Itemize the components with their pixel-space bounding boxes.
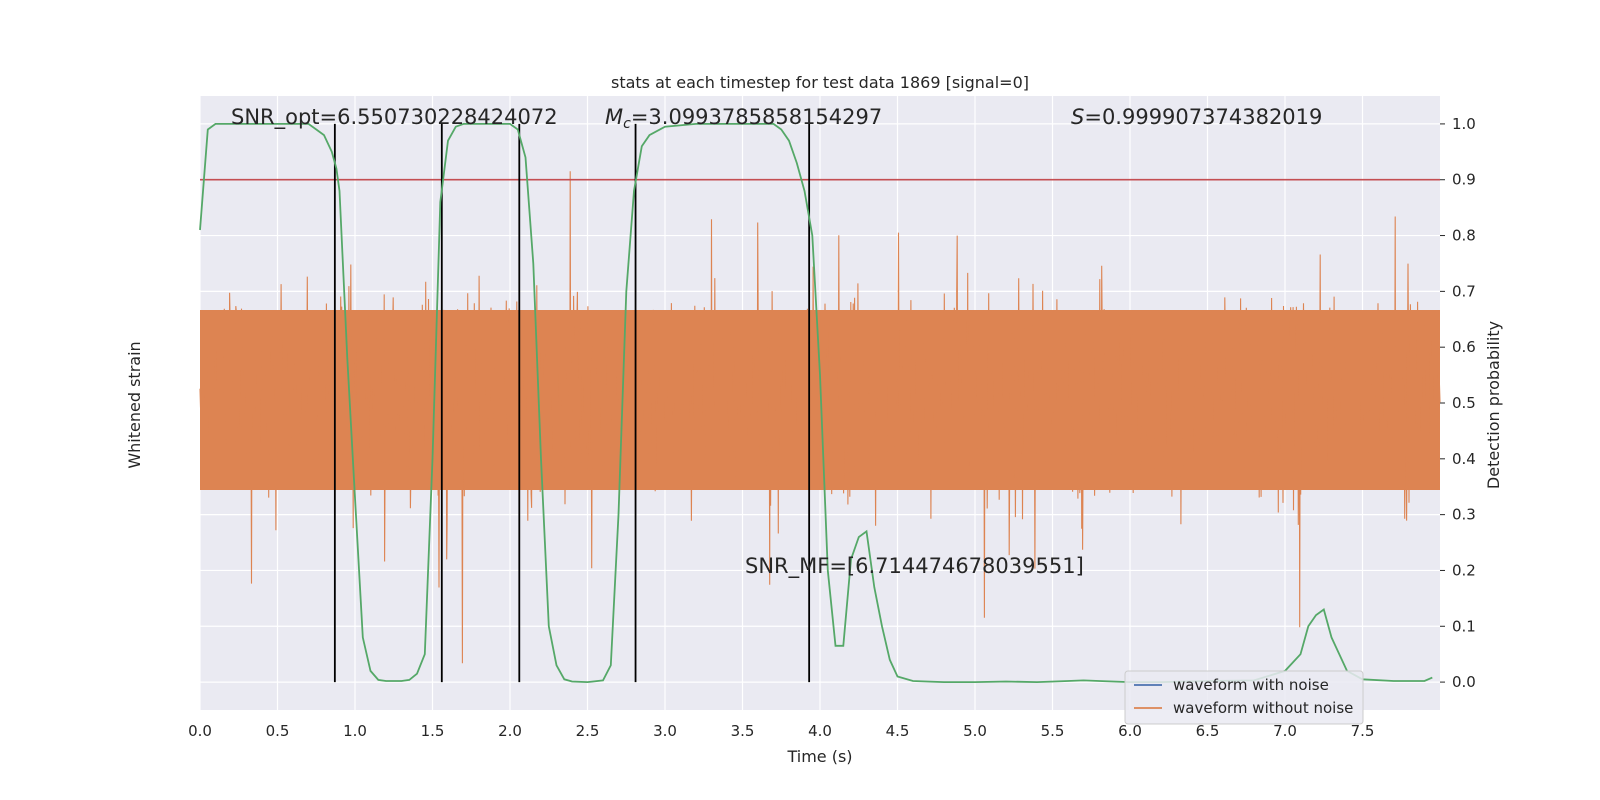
legend: waveform with noise waveform without noi… xyxy=(1124,670,1364,725)
y-right-tick-label: 1.0 xyxy=(1452,115,1476,133)
x-tick-label: 6.5 xyxy=(1196,722,1220,740)
legend-box xyxy=(1124,670,1364,725)
y-right-tick-label: 0.8 xyxy=(1452,227,1476,245)
x-tick-label: 0.5 xyxy=(266,722,290,740)
s-value: =0.999907374382019 xyxy=(1084,105,1322,129)
legend-label-clean: waveform without noise xyxy=(1173,699,1353,717)
detection-probability-line xyxy=(199,123,1433,684)
y-right-tick-label: 0.1 xyxy=(1452,617,1476,635)
x-tick-label: 5.5 xyxy=(1041,722,1065,740)
x-tick-label: 4.5 xyxy=(886,722,910,740)
y-axis-label-right: Detection probability xyxy=(1484,321,1503,489)
x-tick-label: 1.0 xyxy=(343,722,367,740)
y-right-tick-label: 0.4 xyxy=(1452,450,1476,468)
x-tick-label: 7.0 xyxy=(1273,722,1297,740)
x-tick-label: 6.0 xyxy=(1118,722,1142,740)
y-right-tick-labels: 0.0 0.1 0.2 0.3 0.4 0.5 0.6 0.7 0.8 0.9 1.0 xyxy=(1440,115,1476,691)
legend-label-noise: waveform with noise xyxy=(1173,676,1329,694)
y-right-tick-label: 0.5 xyxy=(1452,394,1476,412)
y-right-tick-label: 0.7 xyxy=(1452,282,1476,300)
y-right-tick-label: 0.3 xyxy=(1452,506,1476,524)
y-axis-label-left: Whitened strain xyxy=(125,341,144,468)
x-tick-label: 4.0 xyxy=(808,722,832,740)
y-right-tick-label: 0.0 xyxy=(1452,673,1476,691)
y-right-tick-label: 0.2 xyxy=(1452,561,1476,579)
snr-opt-annotation: SNR_opt=6.550730228424072 xyxy=(231,105,558,130)
x-axis-label: Time (s) xyxy=(786,747,852,766)
x-tick-label: 3.0 xyxy=(653,722,677,740)
chart-title: stats at each timestep for test data 186… xyxy=(611,73,1029,92)
x-tick-label: 5.0 xyxy=(963,722,987,740)
snr-mf-annotation: SNR_MF=[6.714474678039551] xyxy=(745,554,1084,579)
s-symbol: S xyxy=(1071,105,1084,129)
x-tick-label: 0.0 xyxy=(188,722,212,740)
mc-value: =3.0993785858154297 xyxy=(631,105,882,129)
x-tick-labels: 0.0 0.5 1.0 1.5 2.0 2.5 3.0 3.5 4.0 4.5 5.0 5.5 6.0 6… xyxy=(188,722,1374,740)
s-annotation: S=0.999907374382019 xyxy=(1071,105,1322,129)
x-tick-label: 7.5 xyxy=(1351,722,1375,740)
mc-subscript: c xyxy=(623,116,631,132)
y-right-tick-label: 0.6 xyxy=(1452,338,1476,356)
strain-series xyxy=(199,171,1441,664)
mc-symbol: M xyxy=(605,105,623,129)
x-tick-label: 1.5 xyxy=(421,722,445,740)
x-tick-label: 2.0 xyxy=(498,722,522,740)
x-tick-label: 2.5 xyxy=(576,722,600,740)
y-right-tick-label: 0.9 xyxy=(1452,171,1476,189)
strain-series-line xyxy=(199,171,1441,664)
x-tick-label: 3.5 xyxy=(731,722,755,740)
mc-annotation: Mc=3.0993785858154297 xyxy=(605,105,882,132)
